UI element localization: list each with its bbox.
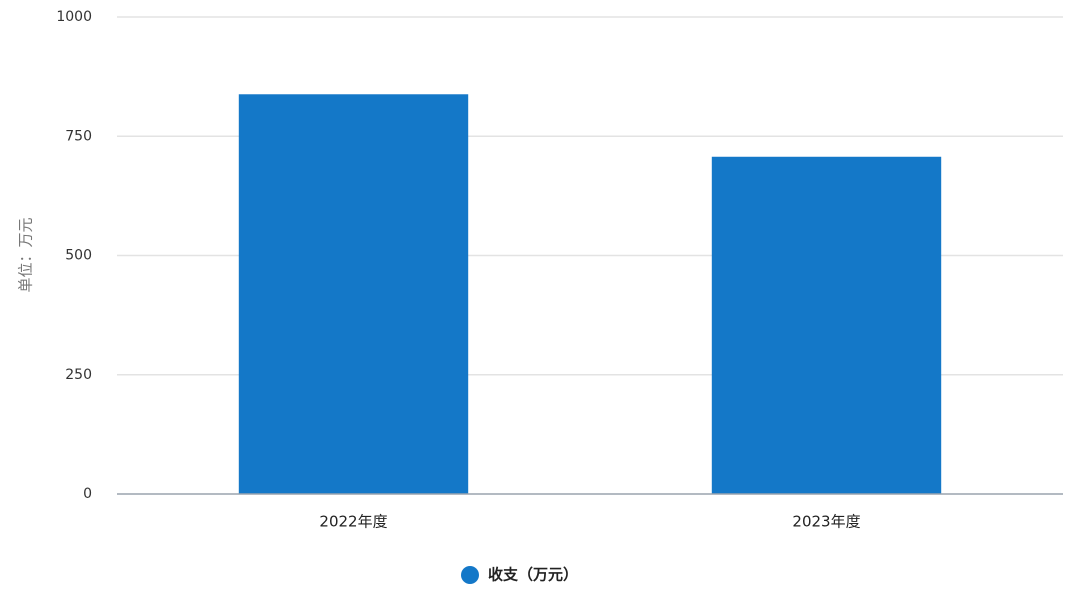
- bar-2022年度[interactable]: [238, 94, 469, 495]
- legend-label: 收支（万元）: [488, 566, 578, 584]
- x-axis-labels: 2022年度 2023年度: [319, 513, 860, 531]
- bar-2023年度[interactable]: [711, 156, 942, 495]
- y-tick-label: 500: [65, 248, 92, 264]
- x-tick-label: 2023年度: [792, 513, 860, 531]
- y-tick-label: 0: [83, 486, 92, 502]
- y-axis-title: 单位：万元: [17, 217, 35, 292]
- bars: [238, 94, 942, 495]
- y-tick-label: 750: [65, 128, 92, 144]
- y-axis-ticks: 0 250 500 750 1000: [56, 9, 92, 502]
- x-tick-label: 2022年度: [319, 513, 387, 531]
- legend[interactable]: 收支（万元）: [461, 566, 578, 585]
- y-tick-label: 1000: [56, 9, 92, 25]
- legend-marker: [461, 566, 479, 584]
- y-tick-label: 250: [65, 367, 92, 383]
